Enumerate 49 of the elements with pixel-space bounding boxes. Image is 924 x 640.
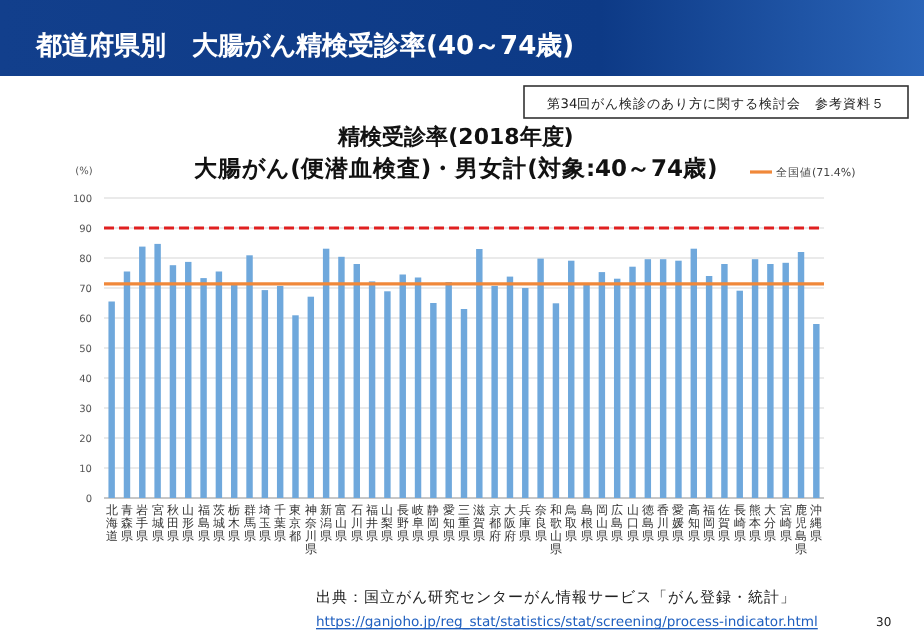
bar — [185, 261, 192, 498]
bar — [537, 258, 544, 498]
bar — [322, 248, 330, 498]
bar — [368, 281, 376, 498]
bar — [476, 249, 483, 498]
bar — [721, 264, 728, 498]
bar — [613, 278, 621, 498]
chart-subtitle: 精検受診率(2018年度) 大腸がん(便潜血検査)・男女計(対象:40～74歳) — [194, 124, 718, 182]
bar — [261, 290, 269, 498]
bar — [736, 290, 743, 498]
bar — [154, 243, 161, 498]
bar — [338, 256, 345, 498]
bar — [430, 303, 437, 498]
bar — [414, 277, 422, 498]
bar — [675, 260, 682, 498]
bar — [782, 262, 789, 498]
bar — [506, 276, 514, 498]
bar — [491, 285, 498, 498]
bar — [583, 284, 590, 498]
bar — [813, 324, 820, 498]
bar — [231, 284, 238, 498]
bar — [139, 246, 146, 498]
bar — [797, 252, 805, 498]
bar — [460, 309, 468, 498]
bar — [108, 301, 115, 498]
bar — [552, 303, 560, 498]
bar — [767, 264, 774, 498]
bar — [307, 296, 315, 498]
bar — [246, 255, 253, 498]
bar — [445, 282, 452, 498]
bar — [353, 264, 360, 498]
bar — [629, 266, 636, 498]
bar — [399, 274, 406, 498]
bar — [598, 272, 606, 498]
bar — [751, 259, 759, 498]
bar — [215, 271, 223, 498]
bar — [659, 259, 667, 498]
bar — [705, 276, 713, 498]
chart-title: 都道府県別 大腸がん精検受診率(40～74歳) — [34, 30, 575, 62]
bar — [690, 248, 697, 498]
bar — [644, 259, 652, 498]
bar — [384, 291, 391, 498]
bar — [276, 285, 284, 498]
bar — [200, 278, 207, 498]
bar — [522, 288, 529, 498]
bar — [568, 260, 575, 498]
bar — [169, 265, 177, 498]
bar — [292, 315, 299, 498]
bar — [123, 271, 131, 498]
